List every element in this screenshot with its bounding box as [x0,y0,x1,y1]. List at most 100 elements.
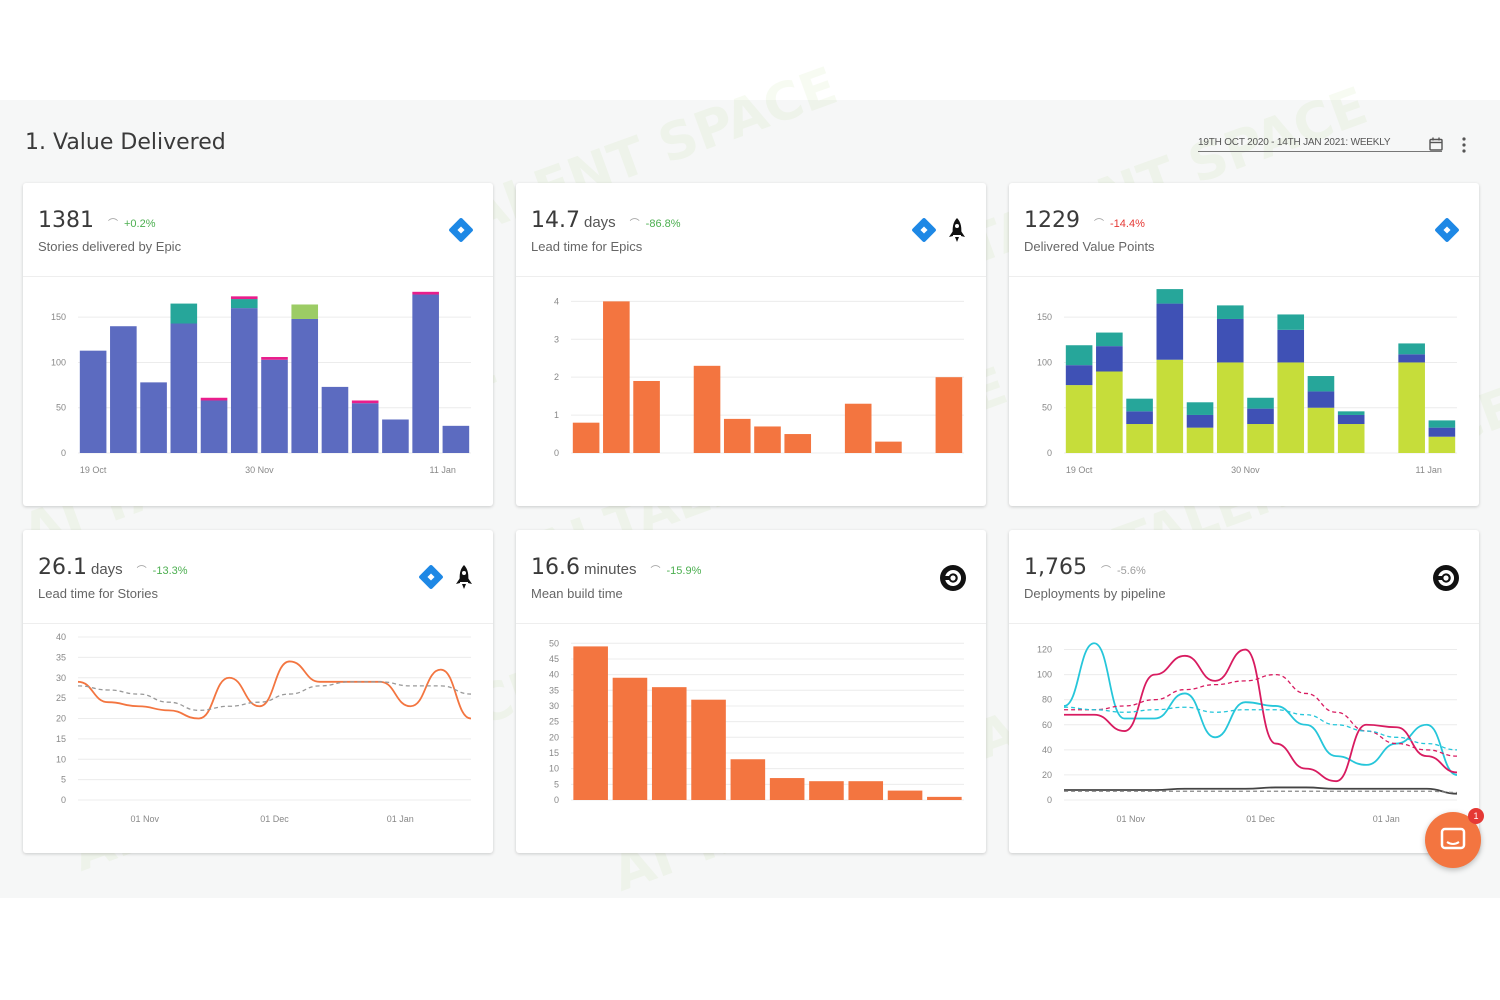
bar[interactable] [1096,332,1123,347]
bar[interactable] [1065,345,1093,366]
bar[interactable] [1247,408,1274,425]
metric-card[interactable]: 14.7 days ⌒ -86.8% Lead time for Epics 0 1 2 3 4 [516,183,986,506]
bar[interactable] [1428,420,1456,428]
metric-label: Deployments by pipeline [1024,586,1166,601]
bar[interactable] [1096,346,1123,372]
bar[interactable] [1186,414,1214,428]
bar[interactable] [1096,371,1123,454]
bar[interactable] [784,434,812,453]
bar[interactable] [848,781,884,800]
metric-card[interactable]: 1,765 ⌒ -5.6% Deployments by pipeline 0 20 40 6… [1009,530,1479,853]
bar[interactable] [573,646,608,800]
bar[interactable] [1307,391,1335,408]
bar[interactable] [261,357,288,360]
calendar-icon[interactable] [1429,137,1443,151]
y-tick-label: 10 [56,754,66,764]
y-tick-label: 50 [1042,403,1052,413]
bar[interactable] [723,418,751,453]
bar[interactable] [651,687,687,800]
metric-card[interactable]: 26.1 days ⌒ -13.3% Lead time for Stories 0 5 10… [23,530,493,853]
bar[interactable] [1126,398,1153,412]
bar[interactable] [230,296,258,300]
bar[interactable] [809,781,844,800]
bar[interactable] [754,426,781,453]
series-line[interactable] [1064,786,1458,795]
bar[interactable] [261,359,288,453]
bar[interactable] [230,299,258,309]
date-range-picker[interactable]: 19TH OCT 2020 - 14TH JAN 2021: WEEKLY [1198,137,1442,152]
bar[interactable] [1398,354,1425,363]
bar[interactable] [1337,411,1365,415]
bar[interactable] [200,397,228,401]
bar[interactable] [1247,397,1274,409]
metric-card[interactable]: 1229 ⌒ -14.4% Delivered Value Points 0 50 100 1… [1009,183,1479,506]
bar[interactable] [1247,424,1274,453]
bar[interactable] [170,323,198,453]
bar[interactable] [170,303,198,324]
bar[interactable] [1156,289,1184,304]
bar[interactable] [291,318,319,453]
bar[interactable] [887,790,923,800]
bar[interactable] [230,308,258,453]
series-line[interactable] [1063,673,1458,757]
series-line[interactable] [77,660,472,720]
bar[interactable] [321,386,349,453]
bar[interactable] [110,326,137,453]
bar[interactable] [769,778,805,800]
bar[interactable] [1186,402,1214,415]
bar[interactable] [1398,343,1425,355]
bar[interactable] [572,422,600,453]
bar[interactable] [140,382,167,453]
bar[interactable] [693,365,721,453]
bar[interactable] [412,294,439,453]
bar[interactable] [1428,436,1456,453]
bar[interactable] [412,291,439,295]
bar[interactable] [1065,385,1093,453]
bar[interactable] [844,403,872,453]
bar[interactable] [935,377,963,453]
bar[interactable] [1337,424,1365,453]
bar[interactable] [1156,303,1184,360]
bar[interactable] [1216,318,1244,363]
divider [23,276,493,277]
bar[interactable] [1216,362,1244,453]
bar[interactable] [1428,427,1456,437]
bar[interactable] [200,400,228,453]
bar[interactable] [612,677,648,800]
metric-card[interactable]: 16.6 minutes ⌒ -15.9% Mean build time 0 5 10 15 2… [516,530,986,853]
series-line[interactable] [1063,642,1458,776]
bar[interactable] [927,796,962,800]
bar[interactable] [382,419,409,453]
metric-unit: days [90,561,123,578]
y-tick-label: 35 [56,652,66,662]
series-line[interactable] [77,681,472,712]
bar[interactable] [351,400,379,404]
bar[interactable] [1277,329,1305,363]
bar[interactable] [1186,427,1214,453]
series-line[interactable] [1063,790,1458,794]
bar[interactable] [875,441,902,453]
bar[interactable] [1126,424,1153,453]
bar[interactable] [691,699,726,800]
bar[interactable] [1307,407,1335,453]
bar[interactable] [1398,362,1425,453]
bar[interactable] [351,403,379,453]
bar[interactable] [1337,414,1365,425]
bar[interactable] [442,425,470,453]
series-line[interactable] [1063,706,1458,751]
bar[interactable] [1126,411,1153,425]
bar[interactable] [1307,376,1335,392]
more-options-icon[interactable] [1457,136,1471,154]
series-line[interactable] [1063,648,1458,783]
bar[interactable] [1065,365,1093,386]
bar[interactable] [1277,362,1305,453]
bar[interactable] [1216,305,1244,319]
bar[interactable] [730,759,766,800]
bar[interactable] [291,304,319,319]
bar[interactable] [79,350,107,453]
bar[interactable] [1156,359,1184,453]
metric-card[interactable]: 1381 ⌒ +0.2% Stories delivered by Epic 0 50 10… [23,183,493,506]
bar[interactable] [1277,314,1305,330]
bar[interactable] [603,301,630,453]
bar[interactable] [633,380,660,453]
